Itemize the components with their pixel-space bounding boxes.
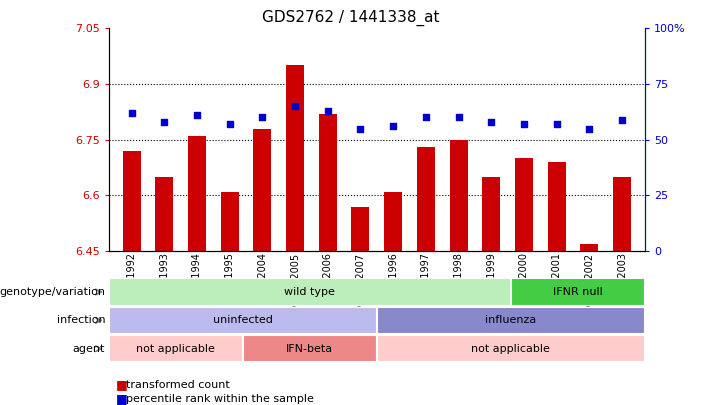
Bar bbox=[109, 335, 243, 362]
Text: IFN-beta: IFN-beta bbox=[286, 344, 333, 354]
Bar bbox=[243, 335, 377, 362]
Bar bbox=[286, 66, 304, 251]
Point bbox=[420, 114, 431, 121]
Bar bbox=[351, 207, 369, 251]
Bar bbox=[613, 177, 631, 251]
Bar bbox=[253, 128, 271, 251]
Text: not applicable: not applicable bbox=[136, 344, 215, 354]
Bar bbox=[109, 307, 377, 334]
Text: percentile rank within the sample: percentile rank within the sample bbox=[126, 394, 314, 404]
Point bbox=[616, 116, 627, 123]
Point bbox=[388, 123, 399, 130]
Text: infection: infection bbox=[57, 315, 105, 325]
Bar bbox=[123, 151, 140, 251]
Point bbox=[486, 119, 497, 125]
Bar bbox=[384, 192, 402, 251]
Point bbox=[355, 126, 366, 132]
Bar bbox=[511, 278, 645, 306]
Bar bbox=[482, 177, 501, 251]
Point bbox=[290, 103, 301, 110]
Bar bbox=[449, 140, 468, 251]
Bar bbox=[377, 335, 645, 362]
Text: influenza: influenza bbox=[485, 315, 536, 325]
Point bbox=[551, 121, 562, 127]
Text: GDS2762 / 1441338_at: GDS2762 / 1441338_at bbox=[261, 10, 440, 26]
Bar bbox=[221, 192, 238, 251]
Text: wild type: wild type bbox=[285, 287, 335, 297]
Bar bbox=[515, 158, 533, 251]
Bar bbox=[417, 147, 435, 251]
Text: transformed count: transformed count bbox=[126, 380, 230, 390]
Text: genotype/variation: genotype/variation bbox=[0, 287, 105, 297]
Point bbox=[518, 121, 529, 127]
Bar bbox=[580, 244, 599, 251]
Text: ■: ■ bbox=[116, 378, 128, 391]
Bar bbox=[319, 114, 336, 251]
Text: agent: agent bbox=[73, 344, 105, 354]
Point bbox=[126, 110, 137, 116]
Bar bbox=[377, 307, 645, 334]
Text: not applicable: not applicable bbox=[471, 344, 550, 354]
Point bbox=[191, 112, 203, 118]
Point bbox=[584, 126, 595, 132]
Text: ■: ■ bbox=[116, 392, 128, 405]
Point bbox=[322, 107, 334, 114]
Point bbox=[158, 119, 170, 125]
Point bbox=[224, 121, 236, 127]
Bar bbox=[547, 162, 566, 251]
Text: IFNR null: IFNR null bbox=[553, 287, 603, 297]
Point bbox=[257, 114, 268, 121]
Bar bbox=[109, 278, 511, 306]
Point bbox=[453, 114, 464, 121]
Bar bbox=[188, 136, 206, 251]
Text: uninfected: uninfected bbox=[213, 315, 273, 325]
Bar bbox=[155, 177, 173, 251]
